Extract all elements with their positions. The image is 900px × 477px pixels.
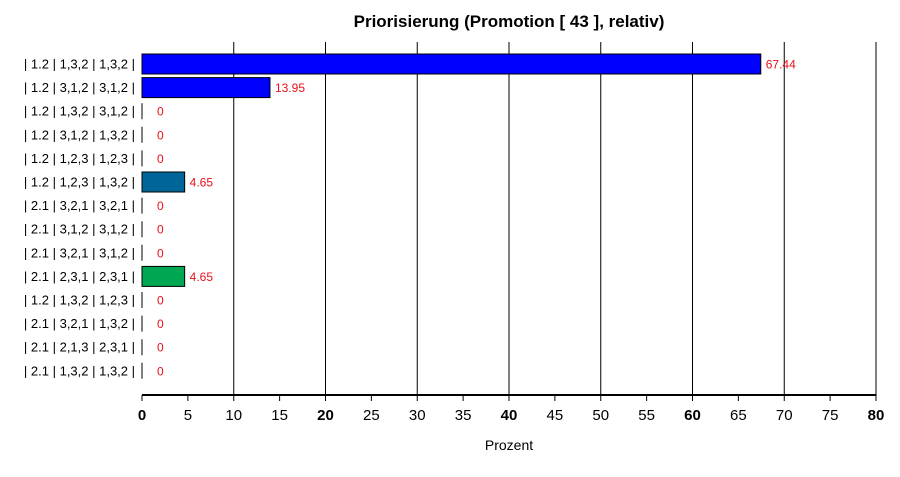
value-label: 13.95 <box>275 81 305 95</box>
x-tick-label: 70 <box>776 407 793 424</box>
value-label: 0 <box>157 364 164 378</box>
value-label: 0 <box>157 199 164 213</box>
x-axis-label: Prozent <box>485 437 533 453</box>
category-label: | 1.2 | 3,1,2 | 3,1,2 | <box>24 80 135 95</box>
value-label: 0 <box>157 246 164 260</box>
value-label: 67.44 <box>766 58 796 72</box>
value-label: 0 <box>157 317 164 331</box>
x-tick-label: 20 <box>317 407 334 424</box>
x-tick-label: 40 <box>501 407 518 424</box>
category-label: | 1.2 | 3,1,2 | 1,3,2 | <box>24 127 135 142</box>
value-label: 0 <box>157 128 164 142</box>
bar <box>141 265 186 287</box>
x-tick-label: 45 <box>547 407 564 424</box>
bar <box>141 77 271 99</box>
category-label: | 2.1 | 3,1,2 | 3,1,2 | <box>24 222 135 237</box>
category-label: | 2.1 | 2,1,3 | 2,3,1 | <box>24 340 135 355</box>
x-tick-label: 10 <box>225 407 242 424</box>
value-label: 4.65 <box>190 270 214 284</box>
x-tick-label: 15 <box>271 407 288 424</box>
x-tick-label: 5 <box>184 407 192 424</box>
value-label: 4.65 <box>190 176 214 190</box>
category-label: | 2.1 | 2,3,1 | 2,3,1 | <box>24 269 135 284</box>
x-tick-label: 65 <box>730 407 747 424</box>
grid-lines <box>233 42 877 395</box>
x-tick-label: 55 <box>638 407 655 424</box>
category-label: | 1.2 | 1,2,3 | 1,3,2 | <box>24 175 135 190</box>
x-tick-label: 50 <box>592 407 609 424</box>
value-label: 0 <box>157 152 164 166</box>
value-label: 0 <box>157 105 164 119</box>
category-label: | 1.2 | 1,2,3 | 1,2,3 | <box>24 151 135 166</box>
x-tick-label: 35 <box>455 407 472 424</box>
category-label: | 1.2 | 1,3,2 | 3,1,2 | <box>24 104 135 119</box>
category-label: | 2.1 | 3,2,1 | 3,2,1 | <box>24 198 135 213</box>
category-label: | 1.2 | 1,3,2 | 1,2,3 | <box>24 293 135 308</box>
x-axis: 0 5 10 15 20 25 30 35 40 45 50 55 60 65 70 75 80 <box>138 394 885 424</box>
x-tick-label: 25 <box>363 407 380 424</box>
value-label: 0 <box>157 223 164 237</box>
value-label: 0 <box>157 341 164 355</box>
category-labels: | 1.2 | 1,3,2 | 1,3,2 | | 1.2 | 3,1,2 | 3… <box>24 57 135 379</box>
x-tick-label: 60 <box>684 407 701 424</box>
category-label: | 2.1 | 1,3,2 | 1,3,2 | <box>24 363 135 378</box>
category-label: | 2.1 | 3,2,1 | 3,1,2 | <box>24 245 135 260</box>
value-labels: 67.44 13.95 0 0 0 4.65 0 0 0 4.65 0 0 0 0 <box>157 58 796 379</box>
bar <box>141 53 762 75</box>
x-tick-label: 0 <box>138 407 146 424</box>
bars <box>141 53 762 379</box>
x-tick-label: 80 <box>868 407 885 424</box>
value-label: 0 <box>157 294 164 308</box>
x-tick-label: 75 <box>822 407 839 424</box>
chart-title: Priorisierung (Promotion [ 43 ], relativ… <box>354 12 665 31</box>
bar <box>141 171 186 193</box>
category-label: | 1.2 | 1,3,2 | 1,3,2 | <box>24 57 135 72</box>
x-tick-label: 30 <box>409 407 426 424</box>
category-label: | 2.1 | 3,2,1 | 1,3,2 | <box>24 316 135 331</box>
